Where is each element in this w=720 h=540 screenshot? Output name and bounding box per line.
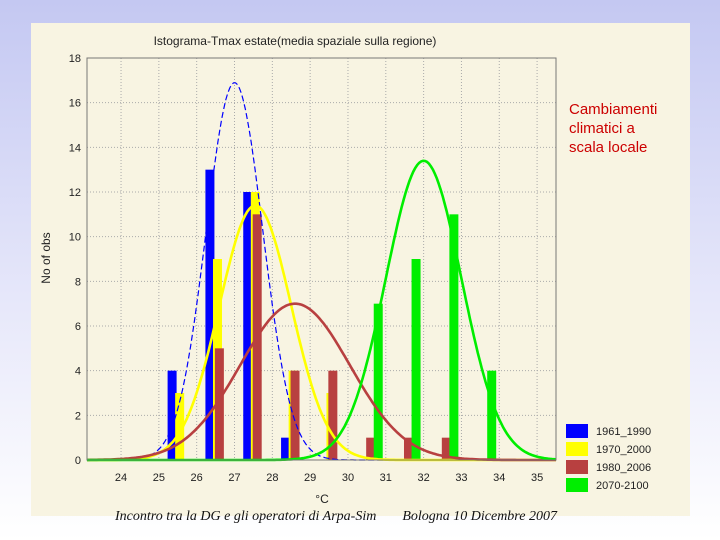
legend-label: 1961_1990 (596, 426, 651, 438)
side-note: Cambiamenti climatici a scala locale (569, 101, 658, 156)
x-tick-label: 33 (455, 472, 467, 484)
bar (281, 437, 291, 460)
x-tick-label: 27 (228, 472, 240, 484)
y-tick-label: 2 (75, 410, 81, 422)
bar (441, 437, 451, 460)
y-tick-label: 6 (75, 321, 81, 333)
x-tick-label: 30 (342, 472, 354, 484)
x-tick-label: 32 (417, 472, 429, 484)
bar (243, 192, 253, 460)
fit-curve (87, 82, 556, 461)
legend-label: 1980_2006 (596, 462, 651, 474)
legend-swatch (566, 478, 588, 492)
y-tick-label: 8 (75, 276, 81, 288)
x-tick-label: 28 (266, 472, 278, 484)
x-tick-label: 24 (115, 472, 127, 484)
y-axis-label: No of obs (39, 232, 53, 283)
y-tick-label: 12 (69, 187, 81, 199)
bar (205, 169, 215, 460)
legend-swatch (566, 424, 588, 438)
bar (403, 437, 413, 460)
fit-curve (87, 302, 556, 462)
bar (214, 348, 224, 460)
legend: 1961_1990 1970_2000 1980_2006 2070-2100 (566, 424, 651, 492)
footer-date: Bologna 10 Dicembre 2007 (402, 509, 557, 524)
x-tick-label: 35 (531, 472, 543, 484)
bar (487, 370, 497, 460)
legend-label: 1970_2000 (596, 444, 651, 456)
x-tick-label: 26 (191, 472, 203, 484)
y-tick-label: 16 (69, 98, 81, 110)
y-tick-label: 0 (75, 455, 81, 467)
footer: Incontro tra la DG e gli operatori di Ar… (115, 509, 715, 525)
bar (449, 214, 459, 460)
x-tick-label: 31 (380, 472, 392, 484)
legend-swatch (566, 460, 588, 474)
x-axis-label: °C (315, 492, 329, 506)
bar (411, 259, 421, 460)
bar (175, 393, 185, 460)
chart-title: Istograma-Tmax estate(media spaziale sul… (154, 34, 437, 48)
x-tick-label: 25 (153, 472, 165, 484)
y-tick-label: 18 (69, 53, 81, 65)
bar (328, 370, 338, 460)
legend-label: 2070-2100 (596, 480, 649, 492)
x-tick-label: 34 (493, 472, 505, 484)
legend-swatch (566, 442, 588, 456)
fit-curve (87, 204, 556, 462)
y-tick-label: 4 (75, 366, 81, 378)
x-tick-label: 29 (304, 472, 316, 484)
bar (366, 437, 376, 460)
bar (373, 303, 383, 460)
bar (167, 370, 177, 460)
y-tick-label: 14 (69, 142, 81, 154)
plot-frame (86, 57, 557, 461)
bar (290, 370, 300, 460)
footer-event: Incontro tra la DG e gli operatori di Ar… (115, 509, 377, 524)
y-tick-label: 10 (69, 232, 81, 244)
